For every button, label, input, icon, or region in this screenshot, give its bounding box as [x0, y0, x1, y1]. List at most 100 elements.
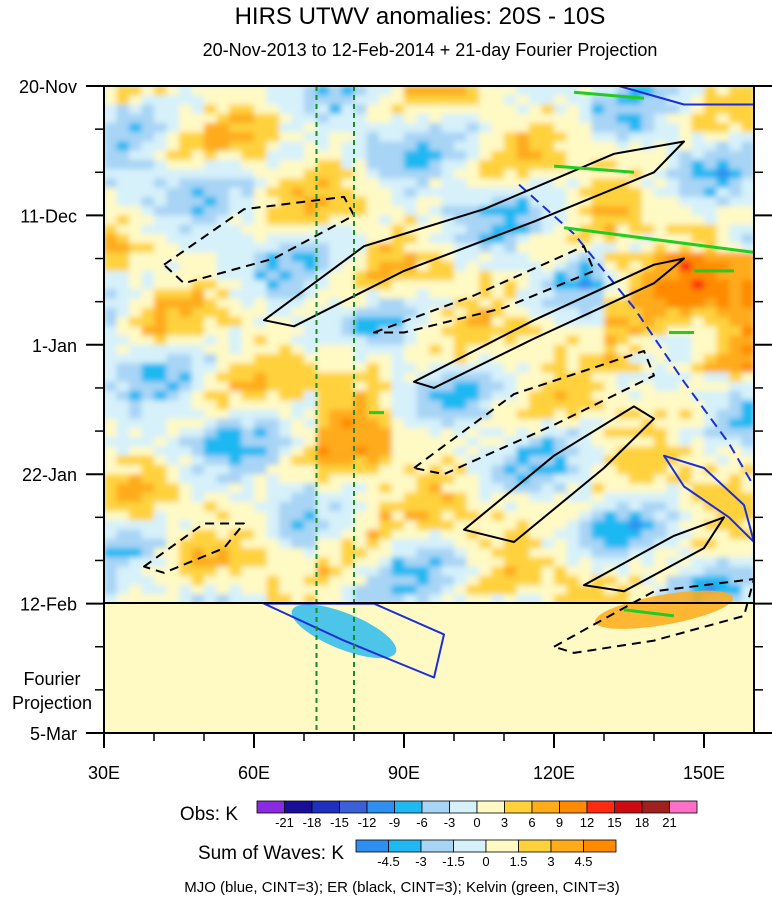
anomaly-cell [479, 501, 493, 512]
anomaly-cell [191, 113, 205, 124]
anomaly-cell [129, 529, 143, 540]
anomaly-cell [154, 335, 168, 346]
anomaly-cell [166, 252, 180, 263]
anomaly-cell [241, 520, 255, 531]
anomaly-cell [341, 538, 355, 549]
anomaly-cell [441, 418, 455, 429]
anomaly-cell [404, 196, 418, 207]
anomaly-cell [516, 465, 530, 475]
anomaly-cell [104, 428, 118, 438]
anomaly-cell [166, 363, 180, 374]
anomaly-cell [304, 501, 318, 512]
anomaly-cell [641, 196, 655, 207]
anomaly-cell [104, 159, 118, 170]
anomaly-cell [504, 372, 518, 383]
anomaly-cell [529, 307, 543, 318]
anomaly-cell [716, 354, 730, 364]
anomaly-cell [466, 270, 480, 281]
anomaly-cell [254, 280, 268, 290]
anomaly-cell [129, 196, 143, 207]
anomaly-cell [729, 289, 743, 300]
anomaly-cell [491, 575, 505, 586]
anomaly-cell [591, 280, 605, 290]
anomaly-cell [716, 169, 730, 179]
anomaly-cell [441, 104, 455, 115]
anomaly-cell [341, 575, 355, 586]
anomaly-cell [629, 428, 643, 438]
anomaly-cell [141, 141, 155, 152]
anomaly-cell [529, 594, 543, 605]
anomaly-cell [204, 233, 218, 244]
anomaly-cell [391, 159, 405, 170]
anomaly-cell [504, 400, 518, 411]
anomaly-cell [191, 187, 205, 198]
anomaly-cell [704, 520, 718, 531]
anomaly-cell [616, 594, 630, 605]
anomaly-cell [216, 280, 230, 290]
anomaly-cell [204, 575, 218, 586]
anomaly-cell [591, 132, 605, 142]
anomaly-cell [379, 344, 393, 355]
anomaly-cell [366, 492, 380, 503]
anomaly-cell [366, 446, 380, 457]
anomaly-cell [529, 529, 543, 540]
anomaly-cell [479, 104, 493, 115]
anomaly-cell [154, 492, 168, 503]
anomaly-cell [304, 548, 318, 558]
anomaly-cell [241, 585, 255, 595]
anomaly-cell [379, 557, 393, 568]
anomaly-cell [166, 354, 180, 364]
anomaly-cell [379, 418, 393, 429]
anomaly-cell [179, 557, 193, 568]
anomaly-cell [429, 354, 443, 364]
anomaly-cell [316, 529, 330, 540]
anomaly-cell [341, 86, 355, 96]
anomaly-cell [354, 391, 368, 401]
anomaly-cell [191, 224, 205, 235]
anomaly-cell [679, 474, 693, 484]
anomaly-cell [641, 437, 655, 447]
anomaly-cell [529, 538, 543, 549]
anomaly-cell [316, 446, 330, 457]
anomaly-cell [216, 418, 230, 429]
anomaly-cell [391, 317, 405, 327]
colorbar-tick-label: 15 [607, 815, 621, 830]
anomaly-cell [391, 261, 405, 272]
anomaly-cell [291, 372, 305, 383]
anomaly-cell [316, 492, 330, 503]
anomaly-cell [404, 215, 418, 226]
anomaly-cell [354, 141, 368, 152]
anomaly-cell [729, 123, 743, 133]
anomaly-cell [141, 335, 155, 346]
anomaly-cell [191, 261, 205, 272]
anomaly-cell [404, 298, 418, 309]
anomaly-cell [566, 520, 580, 531]
anomaly-cell [629, 196, 643, 207]
anomaly-cell [716, 344, 730, 355]
anomaly-cell [154, 344, 168, 355]
anomaly-cell [116, 95, 130, 105]
anomaly-cell [441, 557, 455, 568]
anomaly-cell [166, 141, 180, 152]
colorbar-tick-label: -6 [416, 815, 428, 830]
anomaly-cell [691, 150, 705, 161]
anomaly-cell [166, 280, 180, 290]
anomaly-cell [416, 280, 430, 290]
anomaly-cell [654, 418, 668, 429]
anomaly-cell [529, 123, 543, 133]
anomaly-cell [179, 594, 193, 605]
anomaly-cell [304, 566, 318, 577]
anomaly-cell [704, 252, 718, 263]
anomaly-cell [216, 317, 230, 327]
anomaly-cell [566, 113, 580, 124]
anomaly-cell [204, 446, 218, 457]
anomaly-cell [604, 474, 618, 484]
anomaly-cell [579, 418, 593, 429]
anomaly-cell [391, 474, 405, 484]
anomaly-cell [529, 566, 543, 577]
anomaly-cell [204, 428, 218, 438]
anomaly-cell [566, 501, 580, 512]
anomaly-cell [316, 437, 330, 447]
anomaly-cell [454, 344, 468, 355]
anomaly-cell [716, 465, 730, 475]
